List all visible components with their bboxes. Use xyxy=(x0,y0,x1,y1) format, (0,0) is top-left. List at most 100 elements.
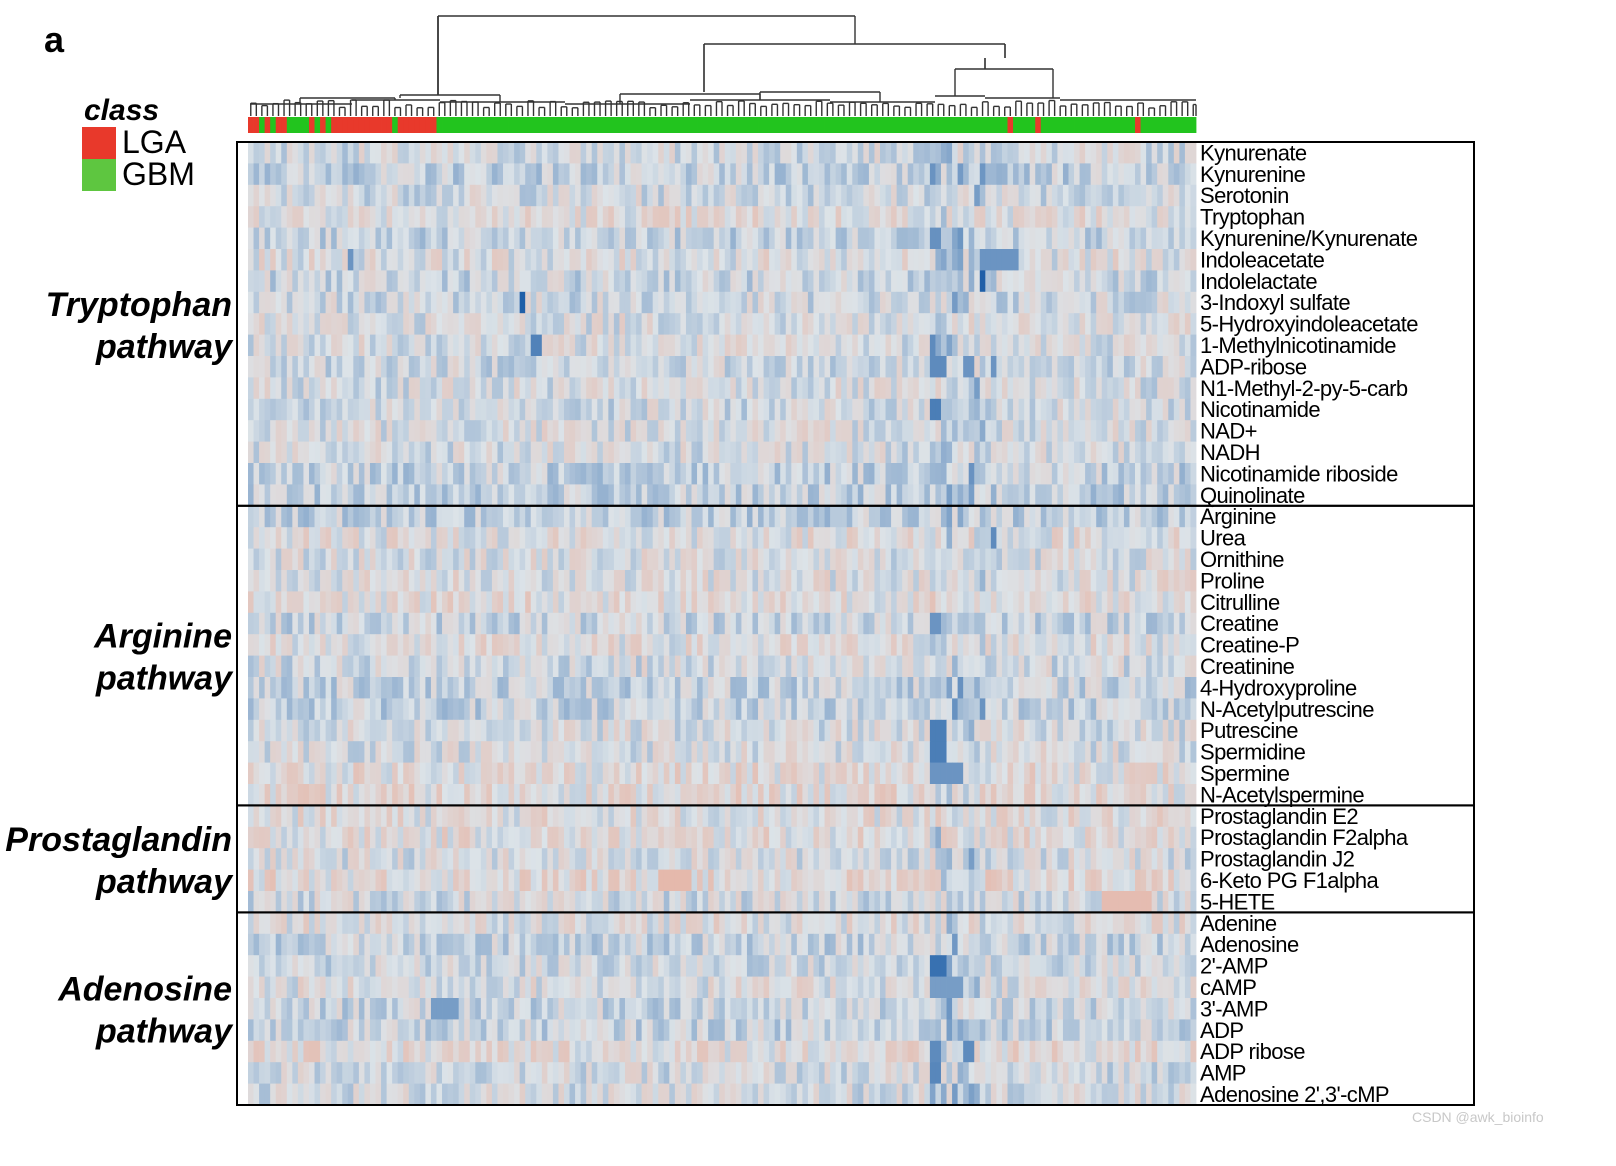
heatmap-cell xyxy=(863,398,870,421)
heatmap-cell xyxy=(996,441,1003,464)
heatmap-cell xyxy=(852,398,859,421)
heatmap-cell xyxy=(1062,463,1069,485)
heatmap-cell xyxy=(1013,227,1019,250)
heatmap-cell xyxy=(564,227,570,250)
heatmap-cell xyxy=(913,206,920,228)
heatmap-cell xyxy=(957,570,964,592)
heatmap-cell xyxy=(874,548,881,571)
heatmap-cell xyxy=(674,441,681,464)
heatmap-cell xyxy=(442,377,448,400)
heatmap-cell xyxy=(713,570,720,592)
heatmap-cell xyxy=(913,184,920,207)
heatmap-cell xyxy=(1118,163,1125,186)
heatmap-cell xyxy=(885,142,892,164)
heatmap-cell xyxy=(669,634,676,656)
heatmap-cell xyxy=(297,548,304,571)
heatmap-cell xyxy=(630,505,637,528)
heatmap-cell xyxy=(425,377,432,400)
heatmap-cell xyxy=(375,163,382,186)
heatmap-cell xyxy=(885,484,892,507)
heatmap-cell xyxy=(674,505,681,528)
heatmap-cell xyxy=(1184,484,1191,507)
heatmap-cell xyxy=(536,591,543,614)
heatmap-cell xyxy=(1051,591,1058,614)
heatmap-cell xyxy=(1057,570,1064,592)
heatmap-cell xyxy=(1096,570,1103,592)
heatmap-cell xyxy=(530,398,537,421)
heatmap-cell xyxy=(624,356,631,378)
heatmap-cell xyxy=(336,334,343,357)
heatmap-cell xyxy=(419,334,426,357)
heatmap-cell xyxy=(647,570,654,592)
heatmap-cell xyxy=(503,313,509,335)
heatmap-cell xyxy=(381,441,387,464)
heatmap-cell xyxy=(248,163,254,186)
heatmap-cell xyxy=(619,484,626,507)
heatmap-cell xyxy=(475,313,482,335)
heatmap-cell xyxy=(674,634,681,656)
heatmap-cell xyxy=(641,356,648,378)
heatmap-cell xyxy=(347,142,354,164)
heatmap-cell xyxy=(453,634,460,656)
heatmap-cell xyxy=(763,548,770,571)
heatmap-cell xyxy=(1074,291,1080,314)
heatmap-cell xyxy=(763,142,770,164)
heatmap-cell xyxy=(741,677,748,699)
heatmap-cell xyxy=(514,270,521,293)
heatmap-cell xyxy=(558,227,565,250)
heatmap-cell xyxy=(314,655,321,678)
heatmap-cell xyxy=(990,548,997,571)
heatmap-cell xyxy=(1068,655,1075,678)
heatmap-cell xyxy=(796,505,803,528)
heatmap-cell xyxy=(525,463,532,485)
heatmap-cell xyxy=(403,527,410,549)
heatmap-cell xyxy=(1074,484,1080,507)
heatmap-cell xyxy=(375,677,382,699)
heatmap-cell xyxy=(331,420,338,442)
heatmap-cell xyxy=(353,313,360,335)
heatmap-cell xyxy=(663,206,670,228)
heatmap-cell xyxy=(658,184,665,207)
heatmap-cell xyxy=(386,270,393,293)
heatmap-cell xyxy=(486,420,493,442)
heatmap-cell xyxy=(746,441,753,464)
heatmap-cell xyxy=(308,612,315,635)
heatmap-cell xyxy=(896,163,903,186)
class-cell xyxy=(713,117,720,133)
heatmap-cell xyxy=(1118,570,1125,592)
heatmap-cell xyxy=(724,249,731,271)
heatmap-cell xyxy=(264,356,271,378)
heatmap-cell xyxy=(658,484,665,507)
heatmap-cell xyxy=(281,249,288,271)
heatmap-cell xyxy=(458,484,465,507)
heatmap-cell xyxy=(1035,206,1042,228)
heatmap-cell xyxy=(325,249,332,271)
heatmap-cell xyxy=(669,548,676,571)
heatmap-cell xyxy=(641,484,648,507)
heatmap-cell xyxy=(286,548,293,571)
heatmap-cell xyxy=(419,398,426,421)
heatmap-cell xyxy=(968,163,975,186)
heatmap-cell xyxy=(364,227,371,250)
heatmap-cell xyxy=(724,206,731,228)
heatmap-cell xyxy=(1146,249,1153,271)
heatmap-cell xyxy=(857,334,864,357)
heatmap-cell xyxy=(1112,356,1119,378)
heatmap-cell xyxy=(724,377,731,400)
heatmap-cell xyxy=(630,548,637,571)
heatmap-cell xyxy=(724,527,731,549)
heatmap-cell xyxy=(913,313,920,335)
heatmap-cell xyxy=(1129,548,1136,571)
heatmap-cell xyxy=(586,634,593,656)
heatmap-cell xyxy=(935,142,942,164)
heatmap-cell xyxy=(968,527,975,549)
heatmap-cell xyxy=(1013,356,1019,378)
class-cell xyxy=(1146,117,1153,133)
heatmap-cell xyxy=(491,441,498,464)
heatmap-cell xyxy=(486,655,493,678)
heatmap-cell xyxy=(408,398,415,421)
heatmap-cell xyxy=(968,484,975,507)
heatmap-cell xyxy=(597,163,604,186)
heatmap-cell xyxy=(758,527,764,549)
heatmap-cell xyxy=(264,398,271,421)
